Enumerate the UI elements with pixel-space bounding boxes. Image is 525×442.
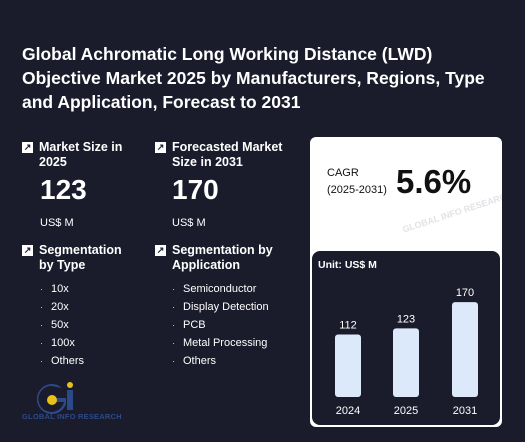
list-item: · 10x	[40, 283, 69, 295]
forecast-size-label: Forecasted Market Size in 2031	[172, 140, 283, 169]
x-tick-2031: 2031	[453, 405, 477, 417]
company-logo: GLOBAL INFO RESEARCH	[22, 382, 142, 424]
segment-app-header: ↗ Segmentation by Application	[155, 243, 285, 273]
segment-type-label: Segmentation by Type	[39, 243, 122, 272]
cagr-label: CAGR (2025-2031)	[327, 167, 387, 196]
bar-2024	[335, 334, 361, 397]
bar-chart: 112 2024 123 2025 170 2031	[335, 287, 478, 417]
data-label-2025: 123	[397, 313, 415, 325]
logo-text: GLOBAL INFO RESEARCH	[22, 412, 122, 421]
forecast-size-value: 170	[172, 174, 219, 205]
logo-mark-icon	[36, 382, 73, 415]
page-title: Global Achromatic Long Working Distance …	[22, 44, 485, 112]
segment-type-header: ↗ Segmentation by Type	[22, 243, 132, 273]
list-item: · Others	[172, 355, 217, 367]
arrow-icon: ↗	[22, 142, 33, 153]
market-size-unit: US$ M	[40, 217, 74, 229]
segment-app-label: Segmentation by Application	[172, 243, 273, 272]
chart-panel: Unit: US$ M 112 2024 123 2025 170 2031	[312, 251, 500, 425]
list-item: · Semiconductor	[172, 283, 257, 295]
chart-unit-label: Unit: US$ M	[318, 259, 377, 271]
x-tick-2025: 2025	[394, 405, 418, 417]
segment-type-list: · 10x · 20x · 50x · 100x · Others	[40, 280, 84, 370]
data-label-2031: 170	[456, 287, 474, 299]
list-item: · 20x	[40, 301, 69, 313]
data-label-2024: 112	[339, 320, 357, 332]
cagr-value: 5.6%	[396, 163, 472, 200]
arrow-icon: ↗	[22, 245, 33, 256]
list-item: · Others	[40, 355, 85, 367]
list-item: · Display Detection	[172, 301, 269, 313]
list-item: · 50x	[40, 319, 69, 331]
bar-2031	[452, 302, 478, 397]
x-tick-2024: 2024	[336, 405, 360, 417]
segment-app-list: · Semiconductor · Display Detection · PCB ·…	[172, 280, 269, 370]
list-item: · PCB	[172, 319, 206, 331]
bar-2025	[393, 328, 419, 397]
arrow-icon: ↗	[155, 245, 166, 256]
market-size-label: Market Size in 2025	[39, 140, 123, 169]
cagr-card: GLOBAL INFO RESEARCH CAGR (2025-2031) 5.…	[310, 137, 502, 427]
forecast-size-unit: US$ M	[172, 217, 206, 229]
market-size-header: ↗ Market Size in 2025	[22, 140, 142, 170]
list-item: · Metal Processing	[172, 337, 268, 349]
arrow-icon: ↗	[155, 142, 166, 153]
market-size-value: 123	[40, 174, 87, 205]
list-item: · 100x	[40, 337, 75, 349]
forecast-size-header: ↗ Forecasted Market Size in 2031	[155, 140, 290, 170]
